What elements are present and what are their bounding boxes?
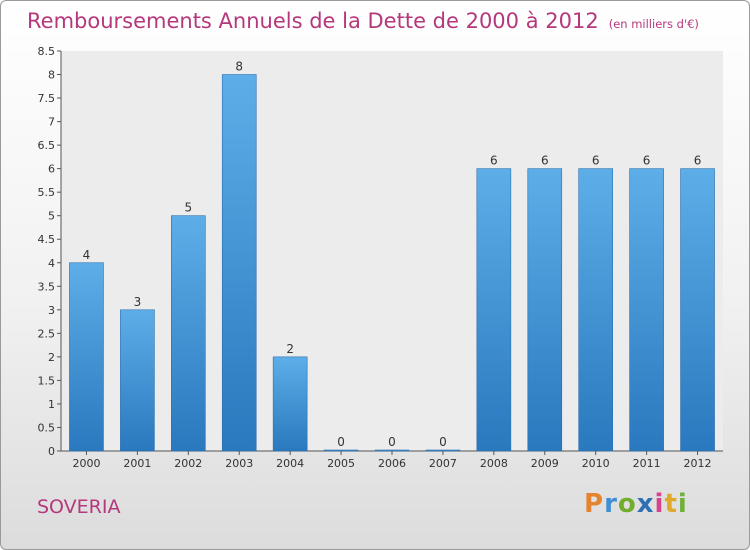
x-tick-label: 2008 [480,457,508,470]
x-tick-label: 2001 [123,457,151,470]
y-tick-label: 8 [48,69,55,82]
bar [323,449,359,452]
y-tick-label: 5.5 [38,186,56,199]
x-tick-label: 2012 [684,457,712,470]
plot-area [61,51,723,451]
y-tick-label: 3.5 [38,280,56,293]
bar-value-label: 3 [134,295,142,309]
bar [527,168,563,452]
y-tick-label: 0 [48,445,55,458]
y-tick-label: 4.5 [38,233,56,246]
bar [425,449,461,452]
y-tick-label: 1.5 [38,374,56,387]
y-tick-label: 8.5 [38,45,56,58]
y-tick-label: 6 [48,163,55,176]
bar-value-label: 6 [694,154,702,168]
x-tick-label: 2000 [72,457,100,470]
bar [69,262,104,452]
bar-value-label: 2 [286,342,294,356]
x-tick-label: 2006 [378,457,406,470]
logo-letter: P [584,489,605,519]
logo-letter: x [636,489,655,519]
bar [272,356,308,452]
y-tick-label: 3 [48,304,55,317]
x-tick-label: 2011 [633,457,661,470]
y-tick-label: 7 [48,116,55,129]
proxiti-logo[interactable]: Proxiti [584,489,688,519]
y-tick-label: 7.5 [38,92,56,105]
bar [374,449,410,452]
bar-value-label: 5 [184,201,192,215]
bar-value-label: 0 [439,435,447,449]
y-tick-label: 2 [48,351,55,364]
x-tick-label: 2009 [531,457,559,470]
bar-value-label: 6 [643,154,651,168]
bar [221,74,257,452]
town-name: SOVERIA [37,496,121,518]
chart-title: Remboursements Annuels de la Dette de 20… [27,9,699,33]
logo-letter: o [617,489,637,519]
bar-value-label: 0 [388,435,396,449]
bar-value-label: 6 [541,154,549,168]
bar [120,309,155,452]
bar [476,168,512,452]
bar-value-label: 6 [592,154,600,168]
bar [171,215,206,452]
chart-title-text: Remboursements Annuels de la Dette de 20… [27,9,599,33]
x-tick-label: 2010 [582,457,610,470]
bar [680,168,715,452]
logo-letter: i [677,489,688,519]
chart-subtitle: (en milliers d'€) [608,17,699,31]
y-tick-label: 2.5 [38,327,56,340]
logo-letter: r [604,489,618,519]
x-tick-label: 2007 [429,457,457,470]
y-tick-label: 6.5 [38,139,56,152]
y-tick-label: 0.5 [38,421,56,434]
y-tick-label: 4 [48,257,55,270]
bar [629,168,664,452]
bar [578,168,613,452]
x-tick-label: 2004 [276,457,304,470]
bar-value-label: 6 [490,154,498,168]
y-tick-label: 1 [48,398,55,411]
bar-value-label: 8 [235,60,243,74]
logo-letter: i [654,489,665,519]
bar-value-label: 4 [83,248,91,262]
x-tick-label: 2002 [174,457,202,470]
logo-letter: t [664,489,678,519]
bar-value-label: 0 [337,435,345,449]
x-tick-label: 2003 [225,457,253,470]
y-tick-label: 5 [48,210,55,223]
x-tick-label: 2005 [327,457,355,470]
